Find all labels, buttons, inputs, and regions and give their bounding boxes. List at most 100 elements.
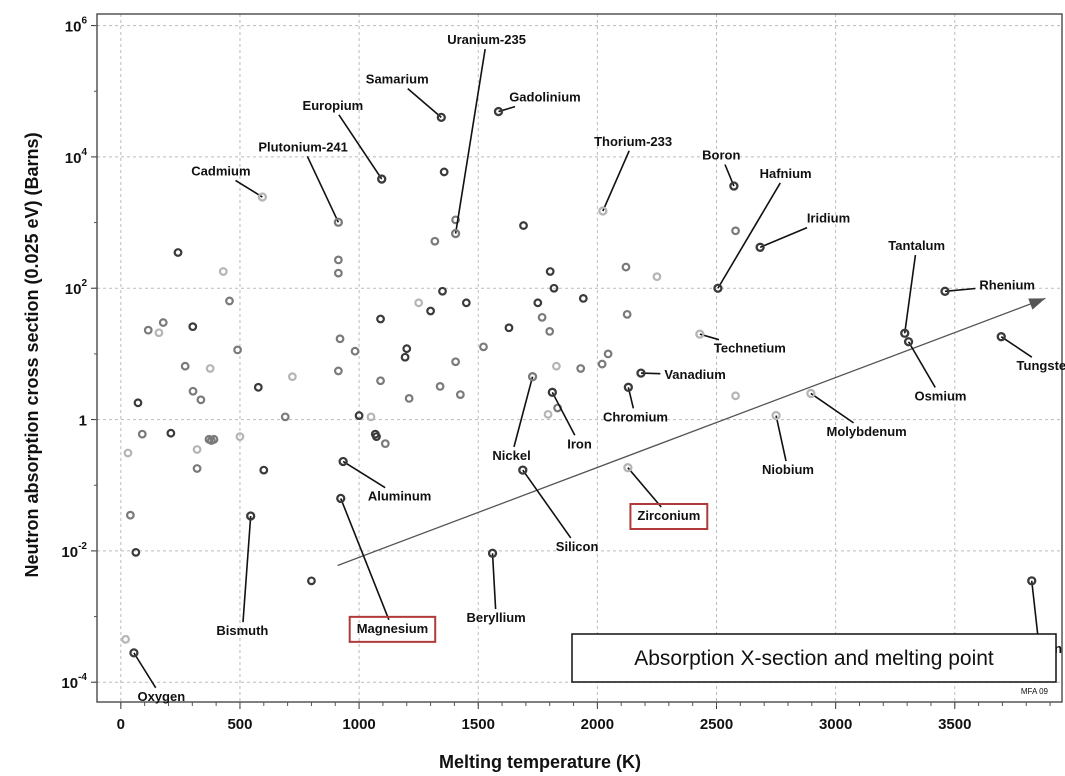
label-bismuth: Bismuth <box>216 623 268 638</box>
leader-molybdenum <box>810 392 855 424</box>
point-beryllium <box>487 548 498 558</box>
legend-note-box: Absorption X-section and melting point <box>571 633 1057 683</box>
data-point <box>537 312 547 322</box>
data-point <box>192 464 202 473</box>
data-point <box>280 412 290 422</box>
point-vanadium <box>636 368 646 378</box>
point-tungsten <box>996 332 1006 342</box>
leader-lines <box>133 49 1040 689</box>
data-point <box>435 381 445 391</box>
point-osmium <box>903 337 914 347</box>
data-point <box>576 364 586 373</box>
data-point <box>287 372 297 382</box>
x-tick-label: 2500 <box>700 716 733 733</box>
label-uranium-235: Uranium-235 <box>447 32 526 47</box>
data-point <box>376 376 385 386</box>
data-point <box>549 283 559 293</box>
label-magnesium: Magnesium <box>357 621 429 636</box>
y-tick-label: 102 <box>65 278 88 298</box>
y-tick-exponent: -4 <box>78 672 87 683</box>
x-axis: 0 500 1000 1500 2000 2500 3000 3500 <box>117 702 1051 733</box>
data-point <box>504 323 514 333</box>
data-point <box>621 262 631 272</box>
data-point <box>543 409 553 419</box>
data-point <box>731 391 740 401</box>
data-point <box>125 510 135 520</box>
leader-aluminum <box>342 460 386 489</box>
data-point <box>519 221 528 230</box>
leader-oxygen <box>133 652 157 689</box>
point-cadmium <box>257 192 268 202</box>
y-tick-base: 10 <box>61 544 78 561</box>
point-carbon <box>1027 576 1037 586</box>
leader-rhenium <box>944 287 976 293</box>
data-point <box>188 322 198 332</box>
unlabeled-points <box>121 167 740 644</box>
leader-carbon <box>1030 580 1040 641</box>
y-tick-base: 10 <box>65 150 82 167</box>
label-europium: Europium <box>303 98 364 113</box>
leader-thorium-233 <box>602 150 630 212</box>
point-thorium-233 <box>598 206 608 216</box>
legend-note-text: Absorption X-section and melting point <box>634 647 994 670</box>
highlight-box-zirconium <box>629 502 709 530</box>
data-point <box>218 267 228 276</box>
data-point <box>622 309 632 319</box>
label-tungsten: Tungsten <box>1017 358 1065 373</box>
point-niobium <box>771 410 781 421</box>
label-niobium: Niobium <box>762 462 814 477</box>
label-osmium: Osmium <box>914 388 966 403</box>
data-point <box>253 382 263 392</box>
label-nickel: Nickel <box>492 448 530 463</box>
data-point <box>307 576 316 586</box>
data-point <box>439 167 449 177</box>
leader-zirconium <box>627 467 662 508</box>
y-tick-base: 10 <box>61 675 78 692</box>
leader-tungsten <box>1000 335 1033 358</box>
leader-bismuth <box>242 515 252 623</box>
leader-iridium <box>759 226 808 249</box>
point-europium <box>377 174 387 184</box>
label-molybdenum: Molybdenum <box>827 424 907 439</box>
y-tick-label: 10-4 <box>61 672 87 692</box>
label-plutonium-241: Plutonium-241 <box>258 139 348 154</box>
label-oxygen: Oxygen <box>137 689 185 704</box>
point-aluminum <box>338 456 348 467</box>
leader-niobium <box>775 415 787 462</box>
data-point <box>137 429 147 439</box>
data-point <box>121 634 130 644</box>
point-tantalum <box>900 328 910 338</box>
y-tick-label: 1 <box>79 413 87 430</box>
label-technetium: Technetium <box>714 341 786 356</box>
data-point <box>133 398 143 408</box>
y-tick-exponent: 6 <box>81 16 87 27</box>
data-point <box>143 325 153 335</box>
point-plutonium-241 <box>333 217 344 227</box>
data-point <box>259 465 269 475</box>
x-tick-label: 3000 <box>819 716 852 733</box>
labeled-points <box>129 106 1037 658</box>
leader-osmium <box>907 341 936 388</box>
data-point <box>578 294 588 303</box>
point-molybdenum <box>806 388 816 399</box>
y-tick-label: 106 <box>65 16 88 36</box>
label-boron: Boron <box>702 148 740 163</box>
leader-cadmium <box>235 179 263 198</box>
label-rhenium: Rhenium <box>979 278 1035 293</box>
data-point <box>333 366 343 376</box>
point-uranium-235 <box>450 228 461 239</box>
data-point <box>414 298 424 308</box>
x-tick-label: 2000 <box>581 716 614 733</box>
data-point <box>131 547 141 557</box>
data-point <box>545 327 555 336</box>
point-oxygen <box>129 648 139 658</box>
point-hafnium <box>713 283 723 293</box>
data-point <box>426 306 435 316</box>
data-point <box>173 248 183 257</box>
x-axis-title: Melting temperature (K) <box>439 752 641 772</box>
label-gadolinium: Gadolinium <box>509 90 581 105</box>
data-point <box>479 342 488 352</box>
data-point <box>545 267 555 276</box>
data-point <box>333 268 343 278</box>
